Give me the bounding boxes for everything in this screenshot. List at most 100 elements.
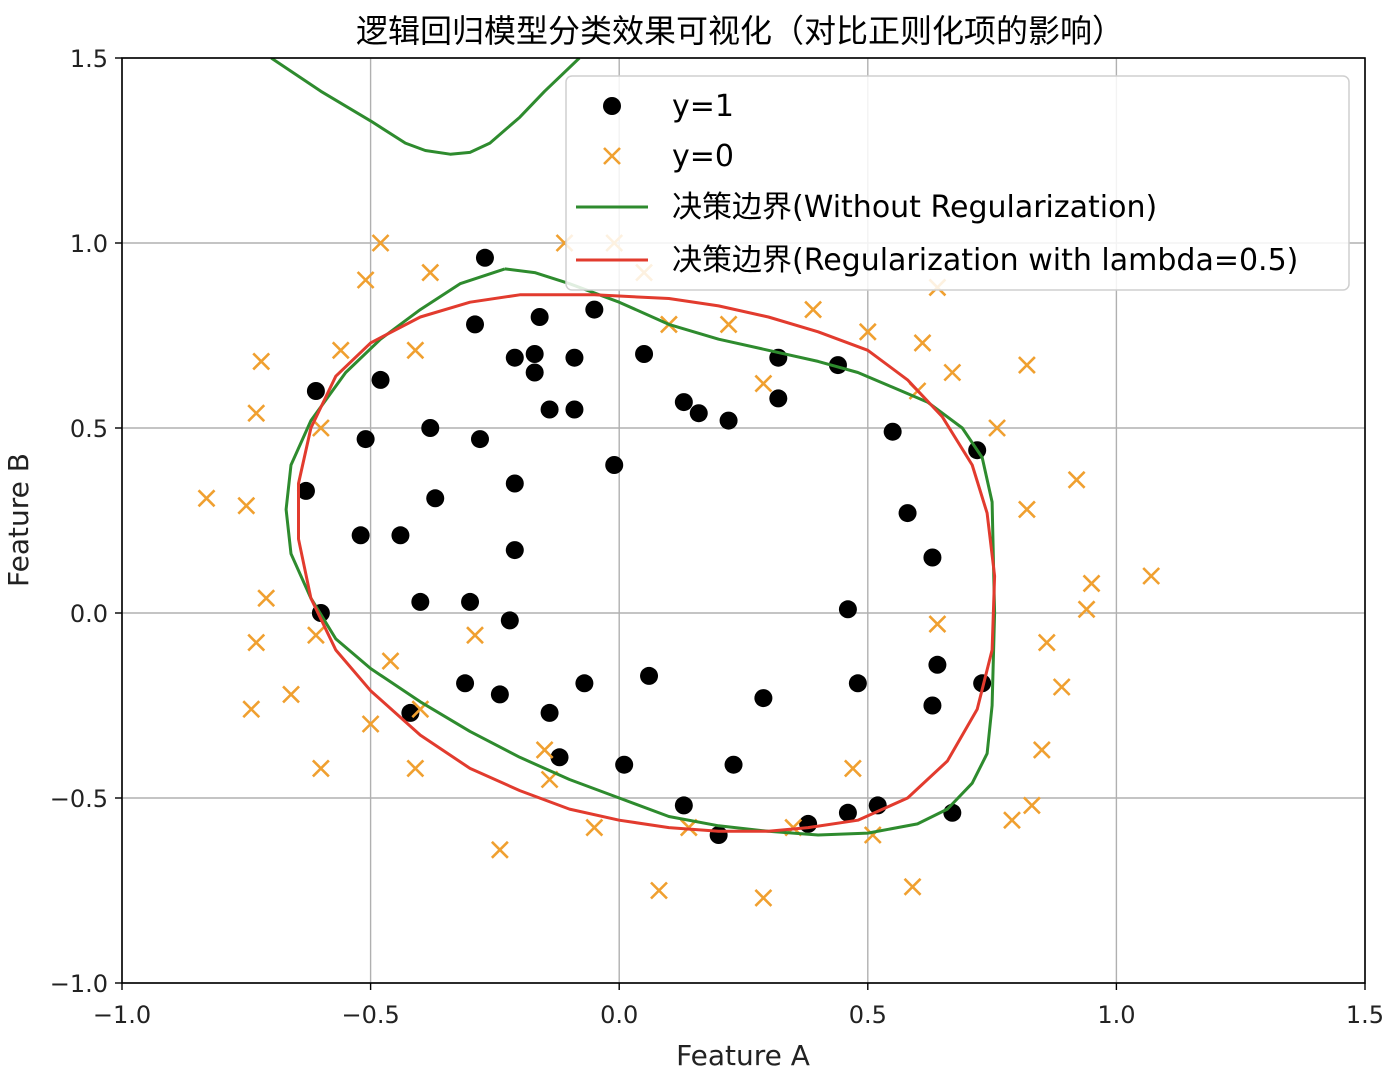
point-y1 [799, 814, 818, 833]
point-y1 [923, 548, 942, 567]
series-1 [197, 234, 1161, 907]
point-y0 [331, 341, 350, 360]
point-y0 [754, 888, 773, 907]
point-y1 [605, 456, 624, 474]
x-tick-label: 0.5 [849, 1001, 887, 1029]
point-y1 [356, 430, 375, 449]
point-y1 [500, 611, 519, 630]
point-y0 [913, 333, 932, 352]
point-y1 [426, 489, 445, 508]
point-y1 [490, 685, 509, 704]
y-tick-label: 0.0 [70, 600, 108, 628]
point-y1 [769, 389, 788, 408]
point-y0 [903, 877, 922, 896]
point-y1 [296, 481, 315, 500]
legend-marker-y1 [603, 97, 621, 115]
point-y0 [1082, 574, 1101, 593]
point-y1 [689, 404, 708, 423]
point-y1 [530, 308, 549, 326]
y-tick-label: −1.0 [50, 970, 108, 998]
legend-label: y=1 [672, 89, 734, 124]
point-y1 [943, 803, 962, 822]
point-y0 [252, 352, 271, 371]
point-y0 [406, 341, 425, 360]
y-tick-label: 1.0 [70, 230, 108, 258]
point-y1 [883, 422, 902, 441]
point-y0 [247, 404, 266, 423]
point-y0 [863, 826, 882, 844]
point-y0 [1052, 678, 1071, 696]
point-y0 [371, 234, 390, 252]
ticks: −1.0 −0.5 0.0 0.5 1.0 1.5 −1.0 −0.5 0.0 0.5 1.0 1.5 [50, 45, 1384, 1029]
point-y1 [575, 674, 594, 693]
plot-frame [121, 57, 1366, 984]
point-y1 [550, 748, 569, 767]
point-y0 [1022, 796, 1041, 815]
point-y1 [421, 419, 440, 437]
point-y0 [490, 840, 509, 859]
chart-title: 逻辑回归模型分类效果可视化（对比正则化项的影响） [356, 12, 1124, 50]
point-y1 [540, 400, 559, 419]
point-y1 [470, 430, 489, 449]
point-y0 [361, 715, 380, 733]
x-tick-label: −1.0 [93, 1001, 151, 1029]
point-y0 [311, 759, 330, 778]
point-y1 [848, 674, 867, 693]
point-y1 [525, 363, 544, 382]
point-y1 [724, 755, 743, 774]
point-y1 [456, 674, 475, 693]
point-y1 [838, 803, 857, 822]
point-y0 [247, 633, 266, 652]
y-tick-label: 1.5 [70, 45, 108, 73]
x-tick-label: 0.0 [600, 1001, 638, 1029]
point-y1 [838, 600, 857, 619]
point-y1 [928, 655, 947, 674]
point-y1 [466, 315, 485, 334]
point-y0 [466, 626, 484, 645]
point-y0 [242, 700, 261, 719]
point-y1 [635, 345, 654, 363]
point-y0 [237, 496, 256, 515]
point-y1 [505, 541, 524, 560]
point-y1 [674, 796, 693, 815]
legend-label: y=0 [672, 139, 734, 174]
boundary-line [270, 58, 581, 156]
point-y1 [540, 703, 559, 722]
point-y0 [356, 271, 375, 289]
legend-label: 决策边界(Regularization with lambda=0.5) [672, 243, 1298, 278]
point-y0 [928, 615, 947, 634]
legend: y=1 y=0 决策边界(Without Regularization) 决策边界(R… [565, 75, 1350, 291]
point-y0 [650, 881, 668, 900]
point-y1 [973, 674, 992, 693]
point-y0 [406, 759, 425, 778]
point-y1 [505, 348, 524, 367]
point-y0 [282, 685, 300, 704]
point-y1 [411, 592, 430, 611]
series-2 [270, 58, 997, 837]
point-y0 [988, 419, 1006, 437]
legend-box [565, 75, 1350, 291]
y-tick-label: −0.5 [50, 785, 108, 813]
point-y1 [898, 504, 917, 523]
point-y1 [719, 411, 738, 430]
point-y0 [754, 374, 773, 393]
point-y0 [943, 363, 962, 382]
point-y0 [804, 300, 823, 319]
point-y0 [1077, 600, 1096, 619]
point-y0 [257, 589, 276, 608]
point-y1 [475, 248, 494, 267]
point-y0 [1037, 633, 1056, 652]
x-tick-label: 1.5 [1346, 1001, 1384, 1029]
point-y0 [1003, 811, 1021, 830]
point-y0 [306, 626, 325, 645]
point-y0 [535, 740, 554, 759]
y-axis-label: Feature B [2, 453, 35, 587]
point-y0 [1017, 356, 1036, 375]
point-y1 [754, 689, 773, 708]
point-y1 [391, 526, 410, 545]
point-y0 [1067, 470, 1086, 489]
point-y1 [505, 474, 524, 493]
point-y0 [858, 322, 877, 341]
point-y1 [371, 370, 390, 389]
series-0 [296, 248, 992, 844]
